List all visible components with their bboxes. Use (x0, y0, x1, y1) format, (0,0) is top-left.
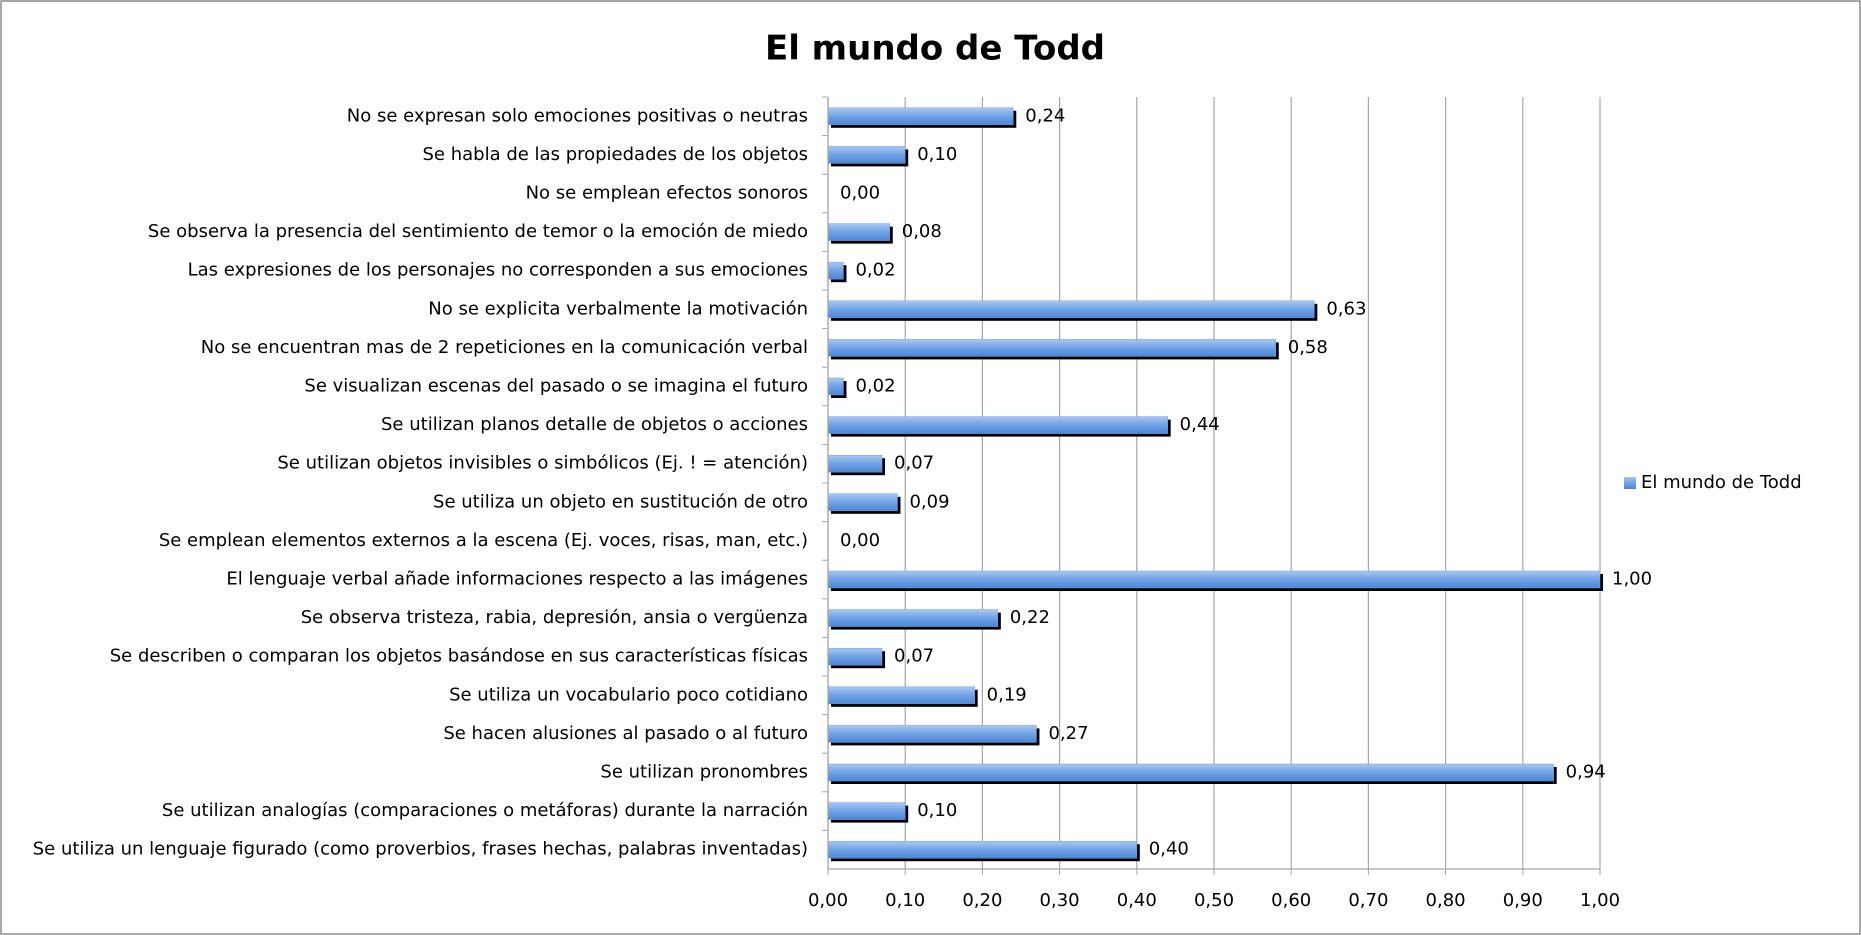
y-tick-label: Se observa tristeza, rabia, depresión, a… (301, 607, 808, 628)
y-tick-label: No se emplean efectos sonoros (526, 183, 808, 204)
bar (827, 493, 898, 512)
value-label: 0,08 (902, 221, 942, 242)
bar (827, 339, 1277, 357)
value-label: 0,27 (1048, 723, 1088, 744)
bar (827, 223, 891, 241)
bar (827, 725, 1037, 743)
y-tick-label: Se utiliza un lenguaje figurado (como pr… (33, 839, 808, 860)
value-label: 0,44 (1180, 414, 1220, 435)
value-label: 0,24 (1025, 105, 1065, 126)
bar (827, 802, 906, 820)
bar (827, 300, 1315, 319)
x-tick-label: 0,20 (962, 890, 1002, 911)
value-label: 0,40 (1149, 839, 1189, 860)
x-tick-label: 0,10 (885, 890, 925, 911)
value-label: 0,00 (840, 530, 880, 551)
bar (827, 647, 883, 666)
value-label: 0,94 (1566, 762, 1606, 783)
y-tick-label: Se habla de las propiedades de los objet… (423, 144, 809, 165)
y-tick-label: Se describen o comparan los objetos basá… (110, 646, 808, 667)
bar (827, 686, 975, 705)
value-label: 0,07 (894, 646, 934, 667)
x-tick-label: 0,80 (1426, 890, 1466, 911)
x-tick-label: 0,40 (1117, 890, 1157, 911)
y-tick-label: No se encuentran mas de 2 repeticiones e… (201, 337, 808, 358)
value-label: 0,09 (909, 491, 949, 512)
y-tick-label: Se utilizan planos detalle de objetos o … (381, 414, 808, 435)
chart-title: El mundo de Todd (765, 29, 1105, 69)
legend-label: El mundo de Todd (1641, 472, 1802, 493)
value-label: 0,02 (855, 260, 895, 281)
y-tick-label: Se utiliza un vocabulario poco cotidiano (449, 684, 808, 705)
bar (827, 146, 906, 164)
value-label: 0,58 (1288, 337, 1328, 358)
x-tick-label: 1,00 (1580, 890, 1620, 911)
y-tick-label: Se observa la presencia del sentimiento … (148, 221, 808, 242)
x-tick-label: 0,90 (1503, 890, 1543, 911)
value-label: 0,19 (987, 684, 1027, 705)
x-tick-label: 0,30 (1040, 890, 1080, 911)
y-tick-label: Las expresiones de los personajes no cor… (188, 260, 808, 281)
x-tick-label: 0,00 (808, 890, 848, 911)
y-tick-label: Se utilizan objetos invisibles o simbóli… (277, 453, 808, 474)
x-tick-label: 0,50 (1194, 890, 1234, 911)
y-tick-label: Se visualizan escenas del pasado o se im… (304, 376, 808, 397)
y-tick-label: No se explicita verbalmente la motivació… (428, 298, 808, 319)
bar (827, 261, 844, 280)
value-label: 0,10 (917, 800, 957, 821)
bar (827, 840, 1138, 859)
legend-swatch (1624, 477, 1636, 489)
y-tick-label: Se utilizan pronombres (600, 762, 808, 783)
y-tick-label: Se emplean elementos externos a la escen… (159, 530, 808, 551)
value-label: 0,00 (840, 183, 880, 204)
y-tick-label: Se utiliza un objeto en sustitución de o… (433, 491, 808, 512)
value-label: 0,07 (894, 453, 934, 474)
bar (827, 609, 999, 627)
value-label: 1,00 (1612, 569, 1652, 590)
value-label: 0,22 (1010, 607, 1050, 628)
bar (827, 107, 1014, 126)
value-label: 0,63 (1326, 298, 1366, 319)
y-tick-label: Se utilizan analogías (comparaciones o m… (162, 800, 808, 821)
value-label: 0,02 (855, 376, 895, 397)
bar (827, 454, 883, 473)
x-tick-label: 0,70 (1348, 890, 1388, 911)
y-tick-label: Se hacen alusiones al pasado o al futuro (443, 723, 808, 744)
y-tick-label: No se expresan solo emociones positivas … (347, 105, 808, 126)
value-label: 0,10 (917, 144, 957, 165)
bar (827, 763, 1554, 782)
bar (827, 570, 1601, 589)
bar (827, 416, 1168, 434)
y-tick-label: El lenguaje verbal añade informaciones r… (226, 569, 808, 590)
x-tick-label: 0,60 (1271, 890, 1311, 911)
bar (827, 377, 844, 396)
